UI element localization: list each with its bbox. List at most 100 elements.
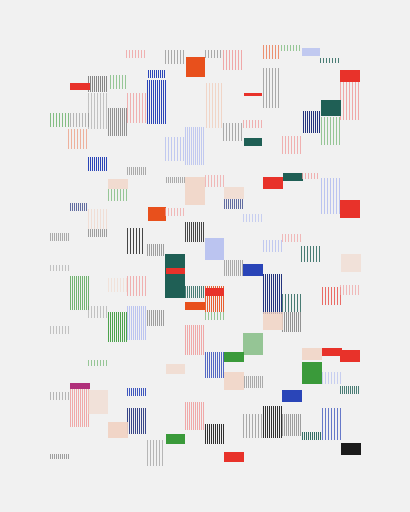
art-block: [224, 199, 244, 209]
art-block: [321, 117, 341, 145]
art-block: [341, 254, 361, 272]
art-block: [282, 414, 302, 436]
art-block: [70, 383, 90, 389]
art-block: [185, 402, 205, 430]
art-block: [243, 414, 263, 438]
art-block: [282, 312, 302, 332]
art-block: [244, 138, 262, 146]
art-block: [281, 45, 301, 51]
art-block: [302, 348, 322, 360]
art-block: [321, 178, 341, 214]
art-block: [108, 278, 128, 292]
art-block: [186, 57, 205, 77]
art-block: [148, 207, 166, 221]
art-block: [340, 200, 360, 218]
art-block: [68, 129, 88, 149]
art-block: [185, 222, 205, 242]
art-block: [88, 76, 108, 92]
art-block: [205, 352, 224, 378]
art-block: [243, 264, 263, 276]
art-block: [302, 48, 320, 56]
art-block: [108, 108, 128, 136]
art-block: [50, 113, 70, 127]
art-block: [50, 392, 70, 400]
art-block: [70, 276, 90, 310]
art-block: [108, 179, 128, 189]
art-block: [127, 228, 145, 254]
art-block: [263, 312, 283, 330]
art-block: [147, 80, 166, 124]
art-block: [70, 203, 88, 211]
art-block: [127, 276, 147, 296]
art-block: [205, 50, 223, 58]
art-block: [185, 325, 205, 355]
art-block: [165, 137, 185, 161]
art-block: [50, 265, 70, 271]
art-block: [282, 136, 302, 154]
art-block: [165, 254, 185, 298]
art-block: [185, 127, 205, 165]
art-block: [205, 288, 224, 296]
art-block: [303, 111, 321, 133]
art-block: [205, 424, 224, 444]
art-block: [282, 294, 302, 312]
art-block: [282, 390, 302, 402]
art-block: [206, 83, 224, 128]
art-block: [50, 454, 70, 459]
art-block: [166, 364, 185, 374]
art-block: [321, 100, 341, 116]
art-block: [127, 388, 147, 396]
art-block: [224, 372, 244, 390]
art-block: [108, 312, 128, 342]
art-block: [302, 173, 320, 179]
art-block: [88, 157, 108, 171]
art-block: [148, 70, 166, 78]
art-block: [302, 362, 322, 384]
art-block: [50, 326, 70, 334]
art-block: [205, 175, 224, 187]
art-block: [223, 50, 243, 70]
art-block: [340, 285, 360, 295]
art-block: [224, 452, 244, 462]
art-block: [166, 177, 185, 183]
art-block: [127, 167, 147, 175]
art-block: [224, 352, 244, 362]
art-block: [50, 233, 70, 241]
art-block: [322, 287, 342, 305]
art-block: [108, 422, 128, 438]
art-block: [243, 333, 263, 355]
art-block: [185, 286, 205, 298]
art-block: [302, 432, 322, 440]
art-block: [165, 208, 185, 216]
art-block: [243, 214, 263, 222]
art-block: [244, 93, 262, 96]
art-block: [185, 177, 205, 205]
art-block: [282, 234, 302, 242]
art-block: [88, 93, 108, 129]
art-block: [205, 238, 224, 260]
art-block: [88, 209, 108, 229]
art-block: [205, 312, 224, 320]
art-block: [223, 123, 243, 141]
art-block: [166, 268, 185, 274]
art-block: [340, 70, 360, 82]
art-block: [88, 229, 108, 237]
art-block: [127, 408, 147, 434]
art-block: [243, 120, 263, 128]
art-block: [263, 240, 283, 252]
art-block: [127, 93, 147, 123]
art-block: [263, 274, 283, 314]
art-block: [70, 113, 90, 127]
art-block: [224, 187, 244, 199]
art-block: [185, 302, 205, 310]
art-block: [263, 45, 281, 59]
art-block: [166, 434, 185, 444]
art-block: [283, 173, 303, 181]
art-block: [320, 58, 340, 63]
art-block: [147, 244, 165, 256]
art-block: [88, 390, 108, 414]
art-block: [127, 306, 147, 340]
art-block: [322, 372, 342, 384]
art-block: [224, 260, 244, 276]
